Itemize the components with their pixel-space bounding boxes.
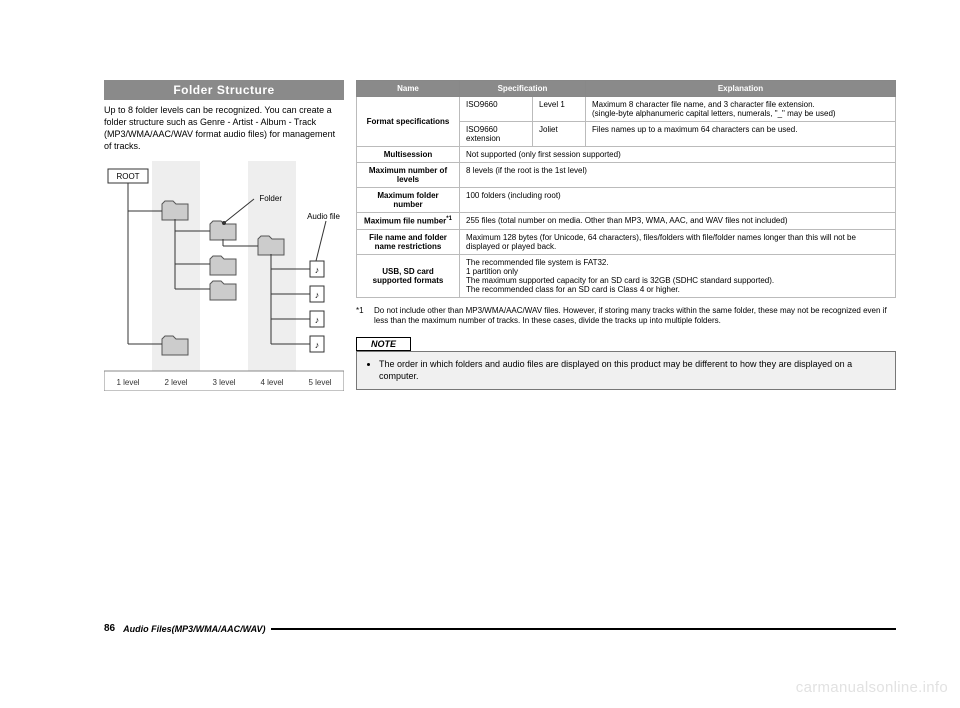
note-box: The order in which folders and audio fil… — [356, 351, 896, 389]
note-text: The order in which folders and audio fil… — [379, 358, 887, 382]
page-footer: 86 Audio Files(MP3/WMA/AAC/WAV) — [104, 623, 896, 634]
intro-text: Up to 8 folder levels can be recognized.… — [104, 104, 344, 153]
page-number: 86 — [104, 623, 115, 634]
svg-text:3 level: 3 level — [212, 378, 235, 387]
svg-text:4 level: 4 level — [260, 378, 283, 387]
svg-text:Folder: Folder — [259, 194, 282, 203]
svg-text:ROOT: ROOT — [116, 172, 139, 181]
footer-title: Audio Files(MP3/WMA/AAC/WAV) — [123, 624, 265, 634]
watermark: carmanualsonline.info — [796, 679, 948, 696]
section-header: Folder Structure — [104, 80, 344, 100]
footnote-text: Do not include other than MP3/WMA/AAC/WA… — [374, 306, 896, 328]
svg-text:5 level: 5 level — [308, 378, 331, 387]
folder-diagram: 1 level 2 level 3 level 4 level 5 level ROOT ♪… — [104, 161, 344, 391]
footer-rule — [271, 628, 896, 630]
footnote: *1 Do not include other than MP3/WMA/AAC… — [356, 306, 896, 328]
svg-text:♪: ♪ — [315, 340, 320, 350]
svg-text:1 level: 1 level — [116, 378, 139, 387]
svg-text:♪: ♪ — [315, 315, 320, 325]
svg-text:2 level: 2 level — [164, 378, 187, 387]
note-label: NOTE — [356, 337, 411, 351]
svg-text:♪: ♪ — [315, 265, 320, 275]
svg-text:Audio file: Audio file — [307, 212, 340, 221]
specification-table: NameSpecificationExplanationFormat speci… — [356, 80, 896, 298]
svg-text:♪: ♪ — [315, 290, 320, 300]
footnote-marker: *1 — [356, 306, 374, 328]
